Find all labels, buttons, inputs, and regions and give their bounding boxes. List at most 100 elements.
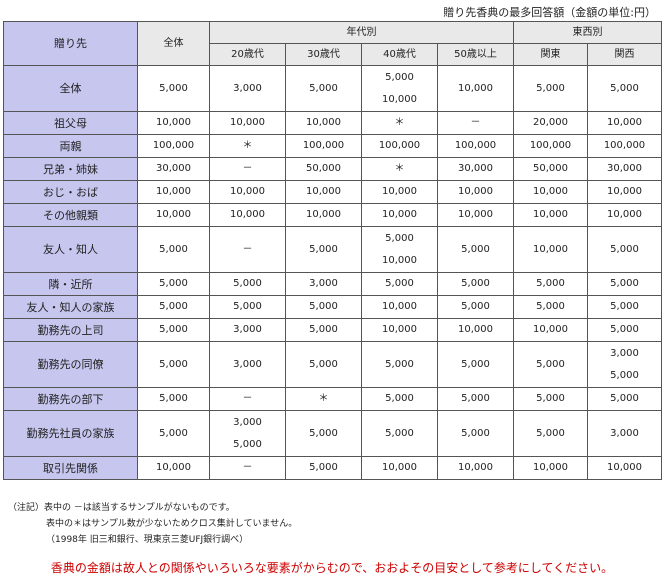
cell-value: 5,000: [309, 427, 338, 439]
table-row: 勤務先の上司 5,000 3,000 5,000 10,000 10,000 10,000 5…: [3, 318, 662, 342]
table-cell: 5,000: [137, 272, 210, 296]
cell-value: 5,000: [309, 462, 338, 473]
table-cell: 10,000: [587, 456, 662, 480]
table-row: 勤務先の同僚 5,000 3,000 5,000 5,000 5,000 5,000 3,00…: [3, 341, 662, 388]
row-label: 兄弟・姉妹: [3, 157, 138, 181]
cell-value: 5,000: [461, 393, 490, 404]
cell-value: 5,000: [536, 393, 565, 404]
cell-value: 10,000: [533, 462, 568, 473]
table-cell: 5,000: [513, 341, 588, 388]
cell-value: ＊: [394, 163, 405, 174]
cell-value: 20,000: [533, 117, 568, 128]
cell-value: 5,000: [159, 82, 188, 94]
table-cell: 50,000: [285, 157, 362, 181]
row-label: 勤務先の部下: [3, 387, 138, 411]
cell-value: 5,000: [610, 324, 639, 335]
table-cell: 10,000: [137, 456, 210, 480]
cell-value: 10,000: [382, 186, 417, 197]
cell-value: 30,000: [156, 163, 191, 174]
table-cell: 5,000: [285, 341, 362, 388]
table-cell: 10,000: [209, 203, 286, 227]
table-cell: 10,000: [437, 318, 514, 342]
table-cell: 10,000: [587, 111, 662, 135]
cell-value: 3,000: [233, 82, 262, 94]
cell-value: 5,000: [159, 427, 188, 439]
cell-value: 100,000: [152, 140, 195, 151]
cell-value: －: [242, 163, 253, 174]
cell-value: 10,000: [533, 209, 568, 220]
table-cell: 10,000: [209, 180, 286, 204]
table-row: 全体 5,000 3,000 5,000 5,000 10,000 10,000 5,000 5…: [3, 65, 662, 112]
cell-value: 10,000: [458, 209, 493, 220]
cell-value: 10,000: [306, 209, 341, 220]
table-cell: 10,000: [437, 203, 514, 227]
cell-value: 5,000: [159, 243, 188, 255]
cell-value: 10,000: [230, 186, 265, 197]
table-cell: 5,000: [285, 226, 362, 273]
table-cell: 5,000: [437, 226, 514, 273]
table-row: その他親類 10,000 10,000 10,000 10,000 10,000 10,00…: [3, 203, 662, 227]
table-row: 勤務先の部下 5,000 － ＊ 5,000 5,000 5,000 5,000: [3, 387, 662, 411]
table-row: 友人・知人の家族 5,000 5,000 5,000 10,000 5,000 5,000 5…: [3, 295, 662, 319]
cell-value: 5,000: [536, 82, 565, 94]
table-cell: 5,000: [285, 456, 362, 480]
notes: （注記）表中の －は該当するサンプルがないものです。 表中の＊はサンプル数が少な…: [8, 500, 297, 548]
cell-value: 5,000: [461, 243, 490, 255]
cell-value: －: [470, 117, 481, 128]
cell-value: 10,000: [230, 209, 265, 220]
table-cell: 5,000: [285, 65, 362, 112]
cell-value: 10,000: [382, 301, 417, 312]
table-cell: 5,000 10,000: [361, 226, 438, 273]
header-recipient: 贈り先: [3, 21, 138, 66]
cell-value: 100,000: [302, 140, 345, 151]
subheader-cell: 40歳代: [361, 43, 438, 66]
table-cell: 5,000: [285, 410, 362, 457]
cell-value: 10,000: [156, 117, 191, 128]
table-cell: 5,000: [285, 295, 362, 319]
cell-value: 5,000: [309, 82, 338, 94]
note-line: （1998年 旧三和銀行、現東京三菱UFJ銀行調べ）: [46, 535, 249, 545]
table-cell: 5,000: [361, 272, 438, 296]
cell-value: 10,000: [607, 117, 642, 128]
cell-value: 5,000: [385, 232, 414, 244]
table-cell: 5,000: [137, 341, 210, 388]
table-row: 祖父母 10,000 10,000 10,000 ＊ － 20,000 10,000: [3, 111, 662, 135]
cell-value: 5,000: [159, 393, 188, 404]
cell-value: 10,000: [458, 82, 493, 94]
cell-value: 5,000: [610, 301, 639, 312]
cell-value: －: [242, 243, 253, 255]
table-cell: 10,000: [513, 318, 588, 342]
cell-value: 10,000: [533, 324, 568, 335]
table-cell: 3,000 5,000: [587, 341, 662, 388]
table-cell: 5,000: [437, 341, 514, 388]
cell-value: 5,000: [309, 358, 338, 370]
table-cell: 5,000: [437, 295, 514, 319]
table-cell: 10,000: [361, 295, 438, 319]
table-cell: 50,000: [513, 157, 588, 181]
table-cell: 30,000: [587, 157, 662, 181]
table-cell: 10,000: [285, 111, 362, 135]
table-cell: 20,000: [513, 111, 588, 135]
cell-value: 10,000: [607, 209, 642, 220]
cell-value: 10,000: [382, 324, 417, 335]
table-cell: ＊: [285, 387, 362, 411]
cell-value: 10,000: [306, 186, 341, 197]
table-cell: 5,000: [437, 272, 514, 296]
table-cell: 5,000: [137, 226, 210, 273]
table-cell: ＊: [361, 111, 438, 135]
table-cell: 10,000: [587, 203, 662, 227]
cell-value: 10,000: [382, 462, 417, 473]
row-label: 勤務先の同僚: [3, 341, 138, 388]
cell-value: 100,000: [603, 140, 646, 151]
table-cell: 10,000: [437, 180, 514, 204]
cell-value: 10,000: [382, 209, 417, 220]
cell-value: 50,000: [533, 163, 568, 174]
table-cell: 5,000: [361, 410, 438, 457]
table-cell: ＊: [361, 157, 438, 181]
table-cell: 5,000: [513, 272, 588, 296]
table-cell: 3,000: [285, 272, 362, 296]
cell-value: 5,000: [461, 278, 490, 289]
cell-value: 5,000: [461, 427, 490, 439]
row-label: その他親類: [3, 203, 138, 227]
table-cell: 10,000: [437, 65, 514, 112]
